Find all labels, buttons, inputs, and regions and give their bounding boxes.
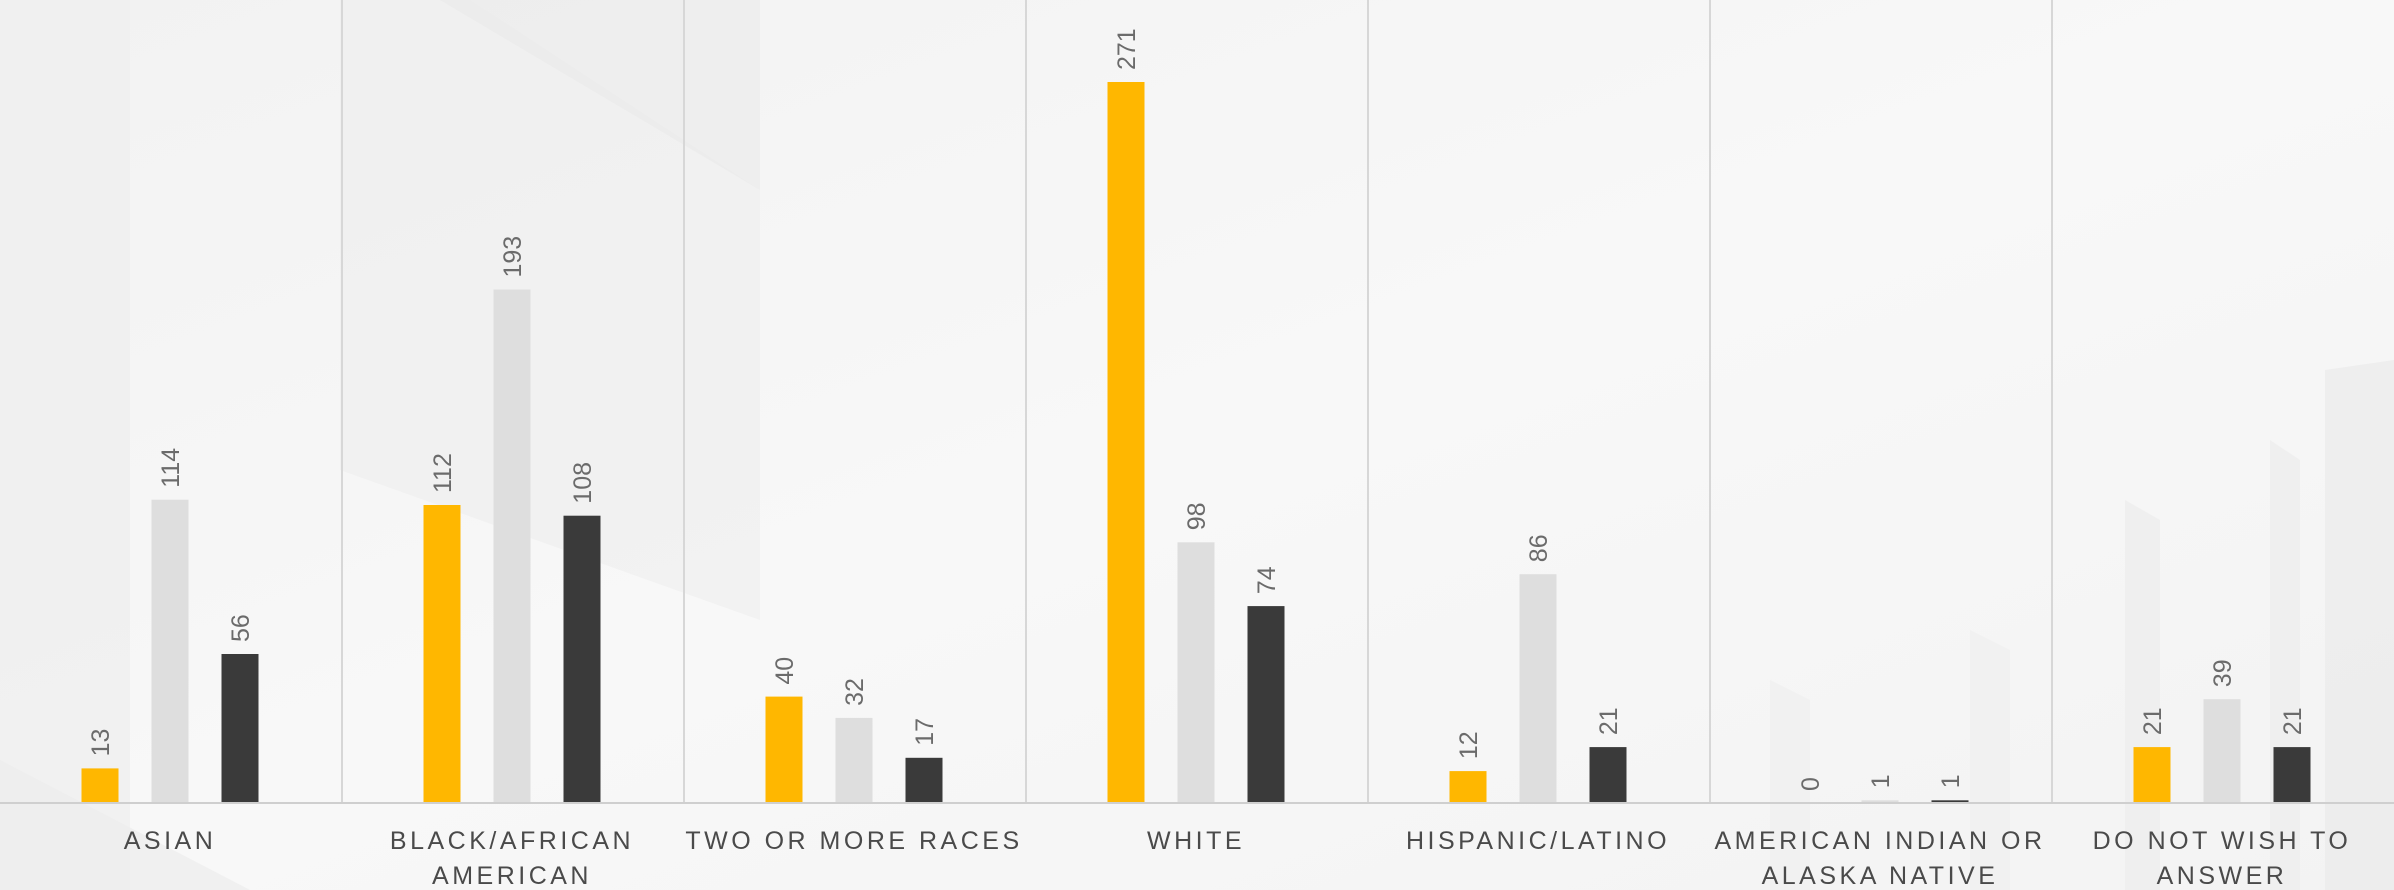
data-label: 21 xyxy=(1595,707,1623,735)
bar-series-2 xyxy=(493,289,531,803)
category-separators xyxy=(341,0,2053,803)
data-labels: 13 114 56 112 193 108 40 32 17 271 98 74 12 86 21 0 1 1 21… xyxy=(87,28,2307,791)
category-label: WHITE xyxy=(1147,827,1245,855)
bar-series-1 xyxy=(1107,82,1145,803)
data-label: 13 xyxy=(87,729,115,757)
category-label: ANSWER xyxy=(2157,862,2288,890)
bar-series-2 xyxy=(1519,574,1557,803)
data-label: 17 xyxy=(911,718,939,746)
data-label: 108 xyxy=(569,462,597,504)
bar-series-1 xyxy=(2133,747,2171,803)
bar-series-2 xyxy=(2203,699,2241,803)
category-label: AMERICAN xyxy=(432,862,592,890)
bar-series-3 xyxy=(1931,800,1969,803)
data-label: 12 xyxy=(1455,731,1483,759)
bar-series-3 xyxy=(905,757,943,803)
data-label: 39 xyxy=(2209,659,2237,687)
category-label: HISPANIC/LATINO xyxy=(1406,827,1670,855)
bar-series-1 xyxy=(423,505,461,803)
data-label: 0 xyxy=(1797,777,1825,791)
bar-series-2 xyxy=(151,499,189,803)
category-label: TWO OR MORE RACES xyxy=(685,827,1022,855)
bar-series-1 xyxy=(81,768,119,803)
data-label: 98 xyxy=(1183,502,1211,530)
data-label: 1 xyxy=(1937,774,1965,788)
data-label: 86 xyxy=(1525,534,1553,562)
data-label: 114 xyxy=(157,448,185,488)
category-label: ALASKA NATIVE xyxy=(1762,862,1999,890)
category-label: BLACK/AFRICAN xyxy=(390,827,634,855)
data-label: 193 xyxy=(499,236,527,278)
data-label: 40 xyxy=(771,657,799,685)
data-label: 271 xyxy=(1113,28,1141,70)
bar-series-2 xyxy=(1861,800,1899,803)
bar-series-1 xyxy=(1449,771,1487,803)
bar-series-2 xyxy=(835,717,873,803)
bar-series-3 xyxy=(1247,606,1285,803)
bar-series-3 xyxy=(2273,747,2311,803)
bar-series-3 xyxy=(1589,747,1627,803)
category-label: DO NOT WISH TO xyxy=(2093,827,2352,855)
data-label: 21 xyxy=(2279,707,2307,735)
bar-series-3 xyxy=(563,515,601,803)
data-label: 1 xyxy=(1867,774,1895,788)
data-label: 56 xyxy=(227,614,255,642)
bars xyxy=(81,82,2311,803)
category-labels: ASIAN BLACK/AFRICAN AMERICAN TWO OR MORE RA… xyxy=(124,827,2352,890)
category-label: ASIAN xyxy=(124,827,217,855)
data-label: 112 xyxy=(429,453,457,493)
data-label: 21 xyxy=(2139,707,2167,735)
bar-series-2 xyxy=(1177,542,1215,803)
bar-series-3 xyxy=(221,654,259,803)
data-label: 32 xyxy=(841,678,869,706)
bar-series-1 xyxy=(765,696,803,803)
data-label: 74 xyxy=(1253,566,1281,594)
category-label: AMERICAN INDIAN OR xyxy=(1714,827,2045,855)
